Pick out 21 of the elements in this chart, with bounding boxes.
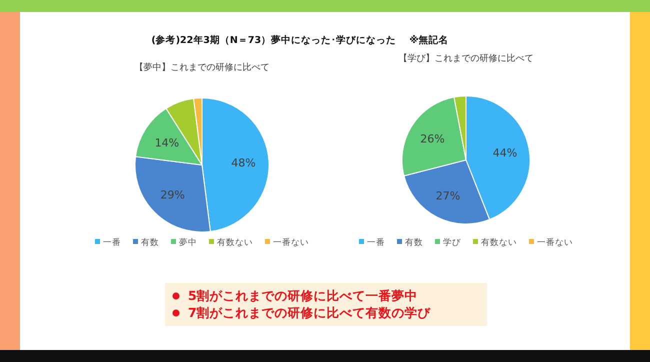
chart-title: 【学び】これまでの研修に比べて [398, 53, 534, 64]
legend-label: 有数 [141, 237, 159, 248]
legend-label: 有数ない [481, 237, 517, 248]
data-label: 48% [231, 156, 256, 170]
legend-label: 有数ない [217, 237, 253, 248]
data-label: 29% [160, 188, 185, 202]
legend-label: 一番ない [537, 237, 573, 248]
legend-label: 一番 [103, 237, 121, 248]
data-label: 26% [420, 132, 445, 146]
legend-label: 一番 [367, 237, 385, 248]
text: 5割がこれまでの研修に比べて一番夢中 [188, 288, 418, 303]
data-label: 27% [436, 189, 460, 202]
legend-label: 一番ない [273, 237, 309, 248]
legend-label: 有数 [405, 237, 423, 248]
text: 7割がこれまでの研修に比べて有数の学び [188, 305, 432, 320]
text: (参考)22年3期（N＝73）夢中になった･学びになった ※無記名 [151, 34, 449, 46]
data-label: 44% [492, 146, 518, 160]
legend-label: 学び [443, 237, 462, 248]
data-label: 14% [154, 136, 180, 150]
chart-title: 【夢中】これまでの研修に比べて [134, 62, 270, 73]
legend-label: 夢中 [179, 237, 197, 248]
